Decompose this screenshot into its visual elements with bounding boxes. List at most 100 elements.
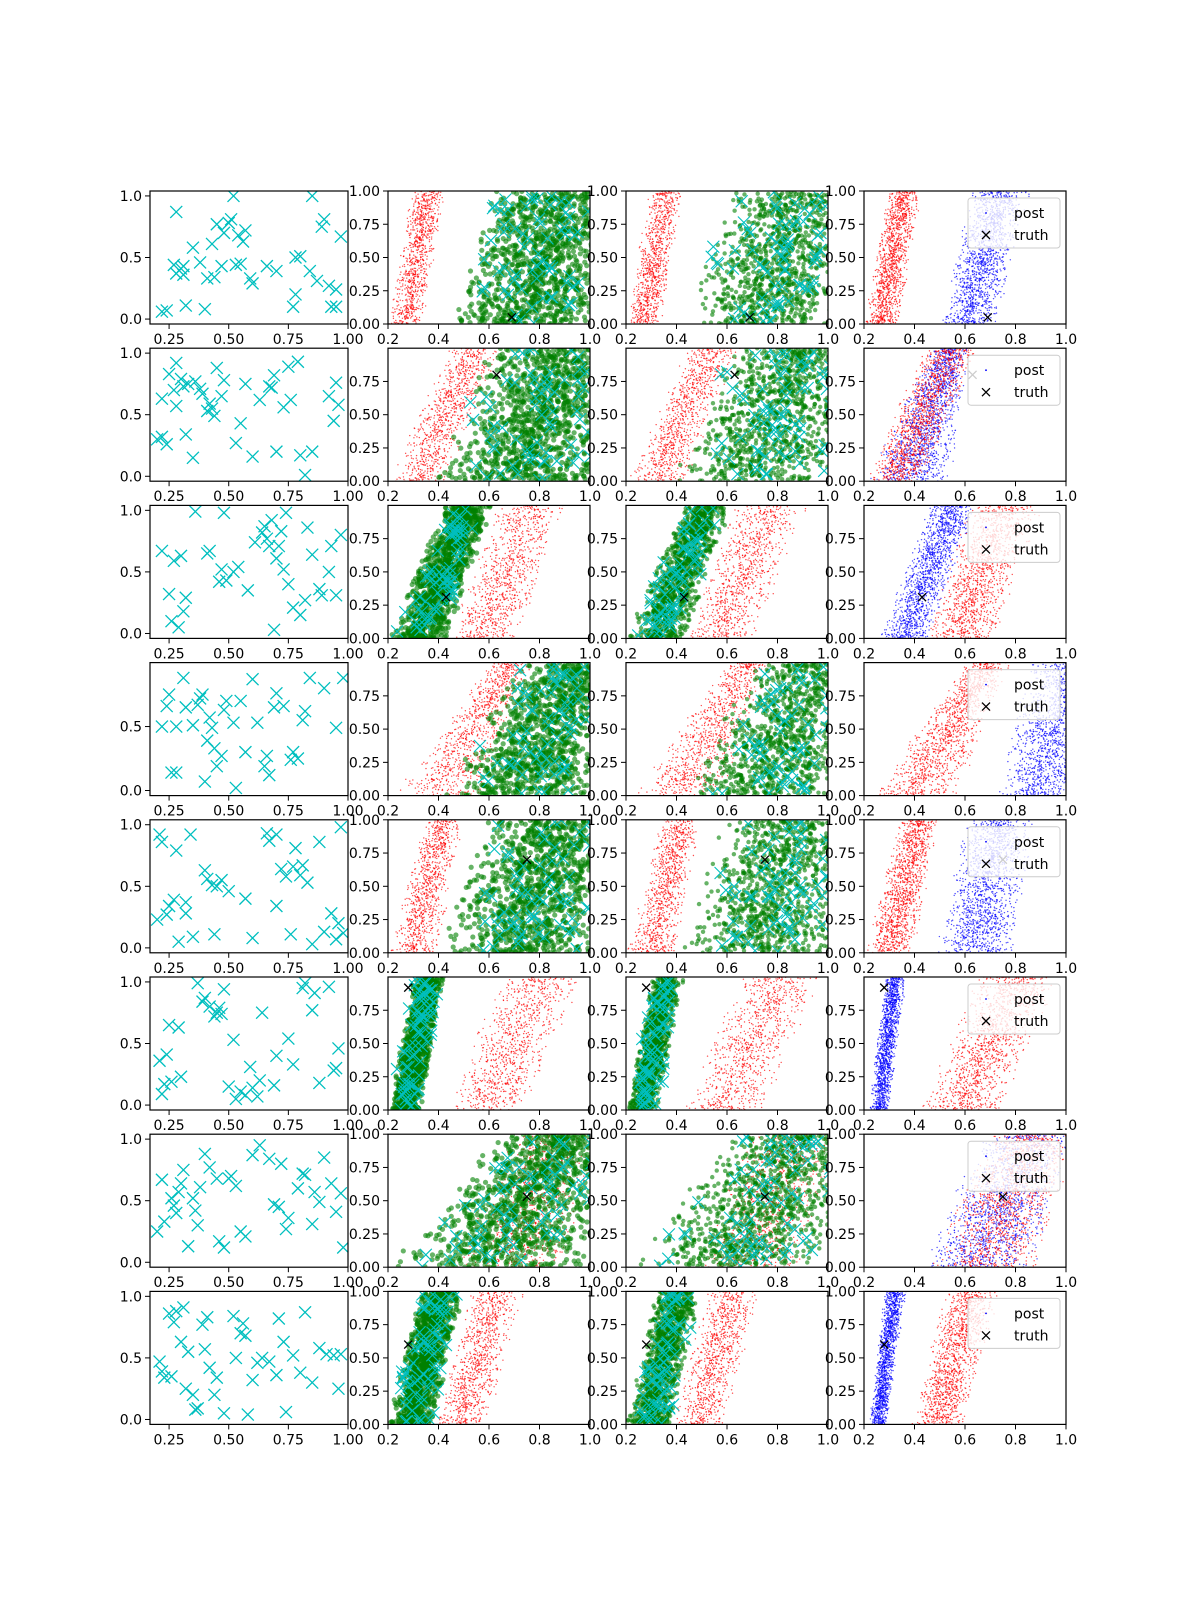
red-point — [652, 315, 655, 318]
blue-point — [966, 262, 968, 265]
red-point — [436, 204, 438, 206]
red-point — [634, 308, 636, 311]
red-point — [668, 211, 670, 213]
red-point — [654, 291, 656, 294]
red-point — [653, 286, 655, 289]
green-point — [729, 250, 735, 255]
blue-point — [965, 314, 968, 317]
blue-point — [969, 259, 971, 261]
y-tick-label: 0.00 — [587, 317, 618, 333]
red-point — [424, 251, 427, 253]
proposal-marker — [477, 280, 491, 294]
green-point — [563, 281, 570, 287]
proposal-marker — [509, 268, 523, 281]
blue-point — [993, 276, 996, 278]
red-point — [418, 319, 421, 322]
green-point — [481, 260, 488, 267]
sample-marker — [205, 237, 219, 251]
red-point — [417, 318, 419, 321]
y-tick-label: 0.75 — [587, 217, 618, 233]
red-point — [406, 307, 408, 309]
red-point — [420, 203, 423, 205]
red-point — [421, 237, 424, 239]
red-point — [656, 290, 659, 292]
red-point — [663, 200, 665, 202]
red-point — [418, 273, 420, 275]
proposal-marker — [782, 294, 795, 308]
blue-point — [989, 261, 991, 263]
red-point — [647, 285, 649, 287]
red-point — [644, 273, 647, 276]
red-point — [396, 280, 399, 282]
green-point — [510, 261, 516, 268]
red-point — [417, 237, 420, 239]
red-point — [656, 194, 659, 196]
red-point — [418, 203, 420, 206]
green-point — [821, 192, 827, 198]
red-point — [666, 195, 668, 197]
proposal-marker — [770, 202, 784, 216]
green-point — [817, 241, 823, 247]
red-point — [416, 256, 418, 258]
red-point — [659, 267, 662, 270]
red-point — [676, 199, 678, 201]
proposal-marker — [535, 255, 549, 269]
blue-point — [988, 263, 991, 266]
red-point — [673, 208, 675, 210]
red-point — [649, 231, 652, 234]
green-point — [768, 248, 773, 254]
red-point — [401, 293, 403, 295]
red-point — [636, 320, 639, 322]
green-point — [547, 218, 554, 224]
red-point — [645, 295, 647, 297]
green-point — [581, 291, 587, 298]
green-point — [803, 230, 808, 235]
green-point — [553, 206, 559, 212]
red-point — [671, 207, 673, 210]
red-point — [648, 228, 650, 230]
proposal-marker — [509, 308, 523, 322]
red-point — [409, 215, 411, 218]
red-point — [402, 279, 404, 282]
green-point — [754, 233, 760, 239]
red-point — [657, 267, 659, 269]
red-point — [427, 237, 429, 239]
green-point — [582, 202, 588, 208]
red-point — [411, 293, 413, 296]
blue-point — [986, 286, 988, 288]
red-point — [437, 206, 440, 208]
red-point — [652, 317, 654, 320]
blue-point — [964, 321, 966, 323]
green-point — [758, 275, 763, 280]
red-point — [658, 250, 660, 253]
red-point — [639, 299, 641, 301]
red-point — [664, 201, 666, 203]
proposal-marker — [767, 191, 781, 199]
green-point — [504, 303, 510, 309]
green-point — [749, 292, 755, 298]
green-point — [545, 312, 551, 318]
green-point — [493, 253, 500, 259]
red-point — [651, 298, 654, 300]
blue-point — [964, 270, 967, 273]
green-point — [546, 240, 552, 247]
red-point — [642, 281, 644, 284]
blue-point — [967, 278, 970, 280]
red-point — [413, 320, 416, 322]
blue-point — [977, 267, 979, 269]
red-point — [657, 210, 660, 212]
red-point — [408, 304, 410, 306]
red-point — [645, 281, 648, 283]
red-point — [668, 237, 671, 240]
red-point — [658, 236, 660, 238]
red-point — [674, 212, 677, 214]
red-point — [665, 217, 668, 220]
red-point — [430, 244, 433, 247]
blue-point — [987, 297, 989, 299]
red-point — [671, 200, 673, 203]
green-point — [514, 202, 521, 208]
red-point — [645, 312, 648, 314]
red-point — [658, 194, 660, 196]
red-point — [428, 194, 430, 196]
red-point — [654, 261, 657, 264]
